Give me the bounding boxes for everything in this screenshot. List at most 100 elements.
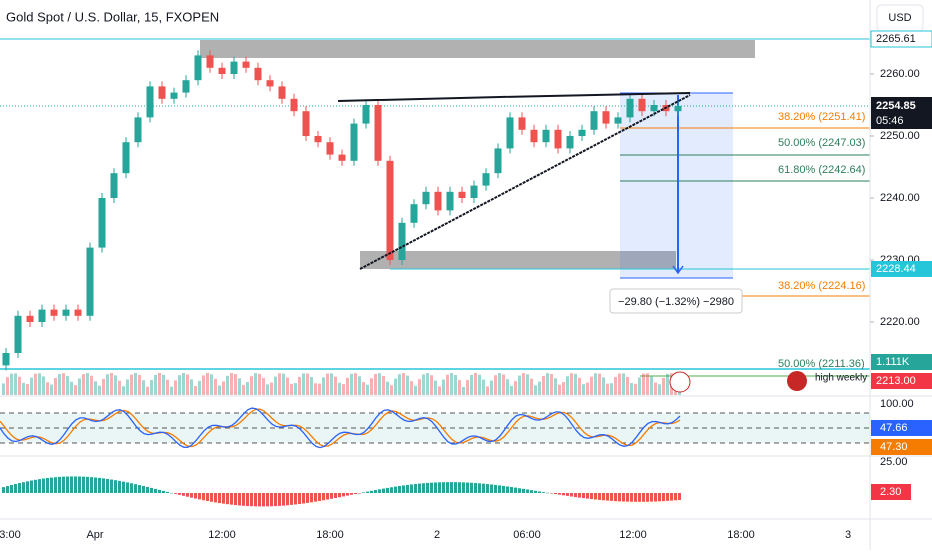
price-tick-label: 2250.00 [880, 130, 920, 142]
volume-bar [642, 373, 645, 395]
volume-bar [466, 380, 469, 395]
macd-bar [274, 493, 277, 507]
candle [182, 80, 190, 93]
macd-bar [294, 493, 297, 505]
macd-bar [470, 482, 473, 493]
macd-bar [22, 482, 25, 493]
osc-label: 47.30 [880, 441, 908, 453]
volume-bar [578, 377, 581, 395]
macd-bar [670, 493, 673, 501]
macd-bar [286, 493, 289, 506]
macd-bar [214, 493, 217, 503]
macd-bar [602, 493, 605, 501]
volume-bar [330, 373, 333, 395]
macd-bar [298, 493, 301, 504]
candle [458, 191, 466, 198]
macd-bar [402, 485, 405, 493]
volume-bar [490, 380, 493, 395]
volume-bar [394, 378, 397, 395]
candle [410, 204, 418, 223]
macd-bar [478, 483, 481, 493]
volume-bar [38, 373, 41, 395]
macd-bar [306, 493, 309, 503]
candle [74, 309, 82, 316]
macd-bar [82, 476, 85, 493]
candle [2, 353, 10, 366]
macd-bar [242, 493, 245, 506]
candle [242, 61, 250, 68]
volume-bar [74, 385, 77, 395]
volume-bar [486, 386, 489, 395]
osc-label: 47.66 [880, 422, 908, 434]
candle [218, 67, 226, 74]
volume-bar [474, 373, 477, 395]
macd-bar [614, 493, 617, 502]
candle [266, 80, 274, 87]
volume-bar [382, 375, 385, 395]
macd-bar [498, 485, 501, 493]
volume-bar [150, 379, 153, 395]
candle [62, 309, 70, 316]
volume-bar [86, 373, 89, 395]
candle [578, 129, 586, 136]
volume-bar [318, 383, 321, 395]
macd-bar [346, 493, 349, 496]
candle [14, 315, 22, 353]
volume-bar [434, 380, 437, 395]
volume-bar [662, 377, 665, 395]
volume-bar [378, 373, 381, 395]
macd-bar [414, 483, 417, 493]
candle [446, 191, 454, 211]
price-tick-label: 2240.00 [880, 192, 920, 204]
macd-bar [218, 493, 221, 504]
macd-bar [454, 482, 457, 493]
candle [506, 117, 514, 149]
volume-bar [354, 373, 357, 395]
macd-bar [266, 493, 269, 507]
volume-bar [58, 373, 61, 395]
volume-bar [178, 375, 181, 395]
candle [374, 105, 382, 161]
macd-bar [578, 493, 581, 498]
macd-bar [350, 493, 353, 495]
volume-bar [242, 384, 245, 395]
macd-bar [618, 493, 621, 502]
volume-bar [118, 380, 121, 395]
volume-bar [62, 373, 65, 395]
volume-bar [166, 379, 169, 395]
volume-bar [78, 378, 81, 395]
volume-bar [350, 373, 353, 395]
currency[interactable]: USD [888, 12, 911, 24]
macd-bar [418, 483, 421, 493]
candle [146, 86, 154, 118]
macd-bar [246, 493, 249, 507]
volume-bar [66, 376, 69, 395]
volume-bar [450, 373, 453, 395]
macd-bar [226, 493, 229, 505]
time-label: 18:00 [316, 529, 344, 541]
osc-tag [871, 420, 932, 436]
volume-bar [298, 376, 301, 395]
candle [326, 142, 334, 155]
volume-bar [110, 373, 113, 395]
volume-bar [22, 382, 25, 395]
volume-bar [46, 382, 49, 395]
macd-bar [658, 493, 661, 502]
volume-bar [650, 376, 653, 395]
macd-bar [550, 493, 553, 494]
macd-bar [606, 493, 609, 501]
macd-bar [62, 476, 65, 493]
macd-bar [434, 482, 437, 493]
volume-bar [590, 376, 593, 395]
macd-bar [362, 492, 365, 493]
volume-bar [622, 373, 625, 395]
volume-bar [254, 373, 257, 395]
macd-bar [662, 493, 665, 502]
macd-bar [38, 479, 41, 493]
macd-bar [102, 478, 105, 493]
macd-bar [190, 493, 193, 498]
macd-bar [46, 478, 49, 493]
candle [314, 136, 322, 143]
volume-bar [654, 382, 657, 395]
volume-bar [122, 386, 125, 395]
